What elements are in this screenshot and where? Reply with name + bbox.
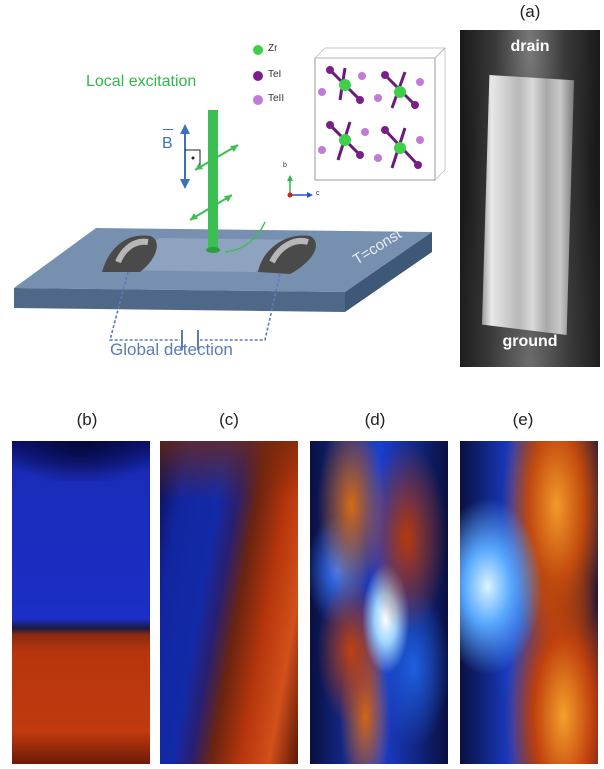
legend-te1-dot	[253, 71, 263, 81]
global-detection-label: Global detection	[110, 340, 233, 359]
local-excitation-label: Local excitation	[86, 73, 197, 90]
b-field-label: B	[162, 135, 173, 152]
axis-b-label: b	[283, 162, 287, 169]
ground-label: ground	[502, 333, 558, 350]
legend-te2-label: TeII	[268, 93, 285, 104]
legend-te1-label: TeI	[268, 69, 282, 80]
wire-left	[108, 271, 180, 341]
panel-a-label: (a)	[519, 2, 541, 21]
pol-arrow-1	[194, 144, 239, 171]
wire-right	[200, 273, 281, 341]
right-angle-mark	[185, 149, 201, 165]
legend-zr-label: Zr	[268, 43, 278, 54]
panel-a-image: drain ground	[460, 30, 600, 367]
device-schematic	[14, 45, 446, 350]
panel-b-map	[12, 441, 150, 764]
panel-d-map	[310, 441, 448, 764]
pol-arrow-2	[189, 194, 233, 221]
sample-plate-side	[345, 232, 432, 312]
panel-c-map	[160, 441, 298, 764]
laser-spot	[206, 247, 220, 253]
panel-e-map	[460, 441, 598, 764]
legend-te2-dot	[253, 95, 263, 105]
legend-zr-dot	[253, 45, 263, 55]
polarization-arc	[224, 221, 266, 253]
crystal-structure	[314, 47, 446, 181]
sample-plate-front	[14, 288, 345, 312]
axis-c-label: c	[316, 190, 320, 197]
panel-b-label: (b)	[76, 410, 98, 429]
panel-d-label: (d)	[364, 410, 386, 429]
drain-label: drain	[510, 38, 550, 55]
laser-beam	[208, 110, 218, 250]
contact-right	[258, 235, 316, 274]
flake-image	[482, 75, 574, 335]
b-vector-bar	[163, 129, 173, 130]
axis-origin	[287, 192, 293, 198]
panel-e-label: (e)	[512, 410, 534, 429]
panel-c-label: (c)	[219, 410, 239, 429]
flake-region	[110, 238, 305, 272]
